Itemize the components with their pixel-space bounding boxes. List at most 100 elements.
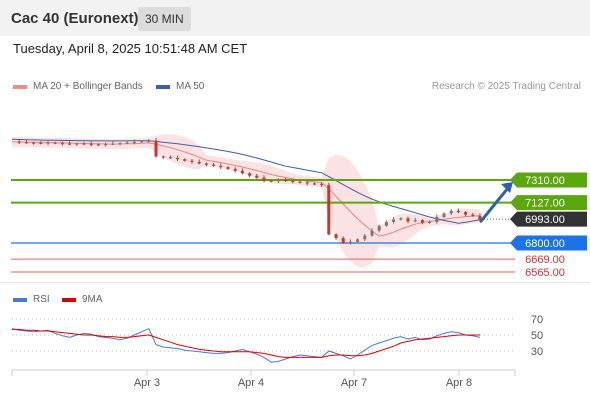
- level-label-7310.00: 7310.00: [525, 175, 565, 187]
- candle-body: [233, 168, 237, 171]
- ma50-line: [11, 138, 481, 224]
- rsi-line: [11, 327, 481, 363]
- x-tick-label: Apr 4: [238, 377, 264, 389]
- candle-body: [132, 141, 136, 143]
- forecast-arrow-shaft: [479, 186, 510, 223]
- candle-body: [312, 183, 316, 185]
- candle-body: [348, 241, 352, 243]
- level-tag-6800.00: [510, 235, 587, 251]
- candle-body: [284, 180, 288, 181]
- candle-body: [68, 143, 72, 145]
- chart-datetime: Tuesday, April 8, 2025 10:51:48 AM CET: [13, 41, 248, 56]
- legend-label-ma50: MA 50: [176, 81, 205, 92]
- candle-body: [456, 210, 460, 213]
- timeframe-button[interactable]: 30 MIN: [138, 7, 191, 31]
- candle-body: [248, 173, 252, 176]
- panel-divider: [0, 282, 590, 283]
- candle-body: [356, 239, 360, 242]
- candle-body: [212, 164, 216, 166]
- level-label-6800.00: 6800.00: [525, 238, 565, 250]
- candle-body: [161, 156, 165, 158]
- instrument-title: Cac 40 (Euronext): [11, 10, 139, 27]
- candle-body: [183, 159, 187, 161]
- level-tag-7310.00: [510, 172, 587, 188]
- legend-rsi: RSI: [13, 294, 50, 305]
- candle-body: [125, 142, 129, 144]
- candle-body: [327, 185, 331, 235]
- x-tick-label: Apr 3: [134, 377, 160, 389]
- candle-body: [363, 235, 367, 240]
- candle-body: [240, 170, 244, 174]
- legend-ma9: 9MA: [62, 294, 103, 305]
- candle-body: [341, 238, 345, 243]
- level-label-7127.00: 7127.00: [525, 198, 565, 210]
- candle-body: [377, 225, 381, 231]
- candle-body: [204, 163, 208, 165]
- level-label-6565.00: 6565.00: [525, 267, 565, 279]
- candle-body: [406, 218, 410, 222]
- x-tick-label: Apr 7: [341, 377, 367, 389]
- legend-label-ma9: 9MA: [82, 294, 103, 305]
- legend-label-rsi: RSI: [33, 294, 50, 305]
- candle-body: [118, 143, 122, 145]
- bollinger-band: [12, 134, 480, 268]
- candle-body: [435, 217, 439, 222]
- candle-body: [370, 230, 374, 236]
- candle-body: [255, 175, 259, 178]
- level-label-6669.00: 6669.00: [525, 254, 565, 266]
- candle-body: [442, 213, 446, 218]
- candle-body: [413, 220, 417, 222]
- candle-body: [147, 140, 151, 142]
- candle-body: [24, 142, 28, 144]
- candle-body: [478, 215, 482, 220]
- candle-body: [334, 234, 338, 239]
- candle-body: [190, 160, 194, 162]
- candle-body: [111, 143, 115, 145]
- legend-swatch-bollinger: [13, 84, 27, 89]
- candle-body: [471, 214, 475, 216]
- candle-body: [449, 210, 453, 214]
- candle-body: [276, 180, 280, 182]
- candle-body: [176, 158, 180, 160]
- candle-body: [428, 222, 432, 223]
- candle-body: [89, 143, 93, 145]
- forecast-arrow-head: [501, 182, 513, 193]
- legend-ma50: MA 50: [156, 81, 204, 92]
- level-label-6993.00: 6993.00: [525, 214, 565, 226]
- rsi-ma9-line: [12, 328, 480, 358]
- header-bar: Cac 40 (Euronext) 30 MIN: [0, 0, 590, 36]
- candle-body: [219, 165, 223, 168]
- candle-body: [60, 143, 64, 145]
- candle-body: [399, 218, 403, 220]
- candle-body: [104, 144, 108, 146]
- candle-body: [291, 180, 295, 182]
- candle-body: [96, 144, 100, 146]
- rsi-tick-label: 70: [531, 314, 543, 326]
- legend-swatch-ma9: [62, 297, 76, 302]
- candle-body: [298, 181, 302, 183]
- ma20-line: [11, 141, 481, 237]
- candle-body: [226, 167, 230, 169]
- candle-body: [464, 212, 468, 215]
- candle-body: [269, 180, 273, 182]
- candle-body: [420, 220, 424, 223]
- legend-label-bollinger: MA 20 + Bollinger Bands: [33, 81, 143, 92]
- candle-body: [320, 184, 324, 186]
- rsi-tick-label: 50: [531, 330, 543, 342]
- level-tag-7127.00: [510, 195, 587, 211]
- candle-body: [32, 142, 36, 144]
- candle-body: [154, 140, 158, 157]
- candle-body: [384, 222, 388, 226]
- level-tag-6993.00: [510, 211, 587, 227]
- candle-body: [53, 142, 57, 144]
- candle-body: [392, 219, 396, 222]
- copyright-notice: Research © 2025 Trading Central: [431, 81, 581, 92]
- legend-swatch-rsi: [13, 297, 27, 302]
- candle-body: [82, 143, 86, 145]
- candle-body: [262, 177, 266, 181]
- candle-body: [39, 142, 43, 144]
- candle-body: [197, 161, 201, 164]
- candle-body: [75, 143, 79, 145]
- x-tick-label: Apr 8: [446, 377, 472, 389]
